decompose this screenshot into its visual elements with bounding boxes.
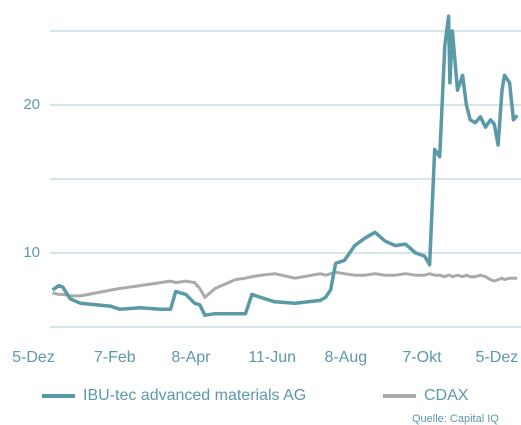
x-tick-label: 11-Jun [248,349,296,366]
x-tick-label: 8-Aug [324,349,367,366]
y-tick-label: 10 [23,244,40,261]
x-tick-label: 7-Feb [94,349,136,366]
x-tick-label: 5-Dez [12,349,55,366]
series-line [51,14,519,317]
legend-label: CDAX [424,387,469,404]
x-tick-label: 5-Dez [476,349,519,366]
series-line [52,270,518,299]
y-tick-label: 20 [23,96,40,113]
x-tick-label: 7-Okt [402,349,442,366]
source-note: Quelle: Capital IQ [412,413,499,425]
legend-label: IBU-tec advanced materials AG [83,387,306,404]
x-tick-label: 8-Apr [171,349,211,366]
